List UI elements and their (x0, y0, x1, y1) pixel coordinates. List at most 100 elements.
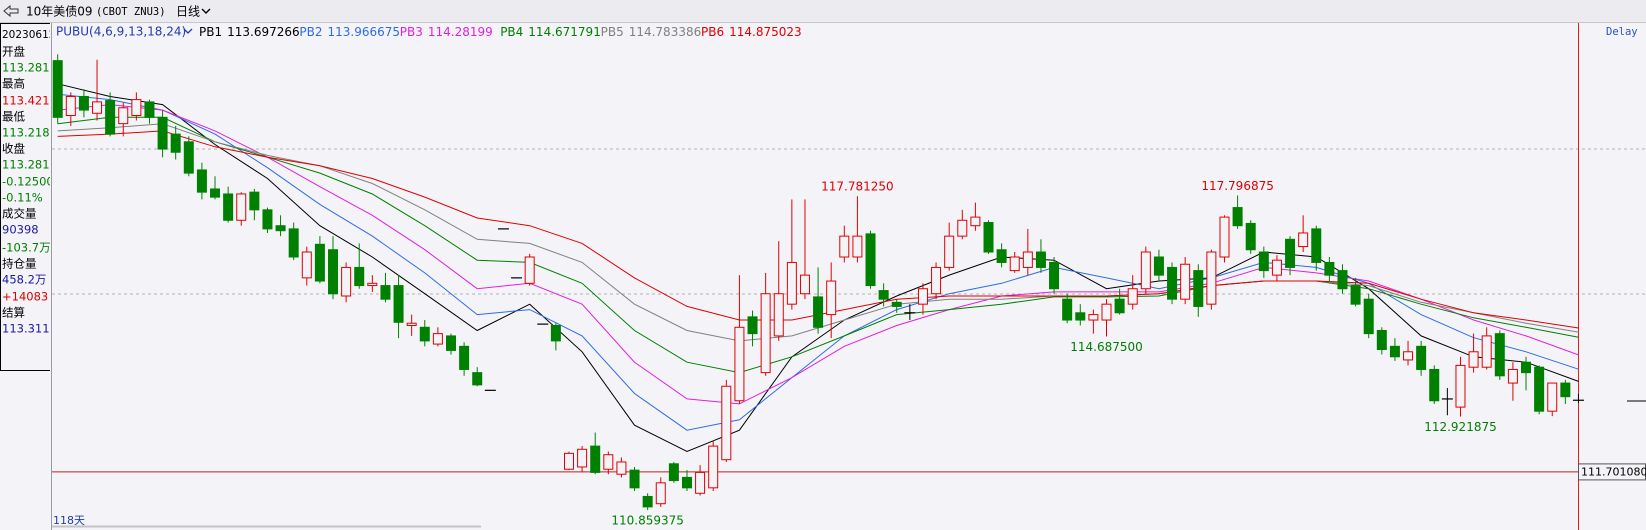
indicator-name[interactable]: PUBU(4,6,9,13,18,24) (56, 25, 186, 39)
candle-body (367, 282, 378, 287)
candle-body (131, 99, 142, 117)
back-icon[interactable] (3, 4, 19, 18)
candle-body (760, 293, 771, 374)
candle-body (1298, 232, 1309, 248)
candle-body (1350, 285, 1361, 305)
candle-body (354, 266, 365, 287)
candle-body (1376, 329, 1387, 351)
candle-body (1337, 270, 1348, 290)
candle-body (262, 209, 273, 230)
legend-value: 114.783386 (629, 25, 702, 39)
candle-body (708, 445, 719, 489)
candle-body (1088, 314, 1099, 321)
candle-body (1022, 251, 1033, 268)
candle-body (223, 193, 234, 221)
candle-body (865, 233, 876, 287)
extreme-label: 117.796875 (1201, 179, 1274, 193)
candle-body (393, 285, 404, 323)
candle-body (1140, 251, 1151, 290)
candle-body (78, 95, 89, 111)
candle-body (1521, 361, 1532, 374)
info-value: +14083 (2, 290, 48, 304)
info-panel-box (0, 23, 50, 371)
candle-body (380, 285, 391, 300)
candle-body (695, 471, 706, 494)
legend-name: PB5 (601, 25, 624, 39)
candle-body (1206, 251, 1217, 305)
candle-body (1507, 368, 1518, 384)
legend-entry: PB3 114.28199 (400, 25, 493, 39)
candle-body (852, 235, 863, 258)
candle-body (799, 274, 810, 295)
info-label: 持仓量 (2, 257, 37, 271)
candle-body (144, 101, 155, 118)
info-label: 最低 (2, 110, 25, 124)
candle-body (1127, 288, 1138, 305)
legend-value: 113.697266 (227, 25, 300, 39)
candle-body (603, 454, 614, 470)
candle-body (550, 324, 561, 342)
candle-body (931, 266, 942, 295)
candle-body (957, 219, 968, 237)
candle-body (524, 256, 535, 284)
legend-name: PB1 (199, 25, 222, 39)
candle-body (210, 188, 221, 198)
info-value: 113.311 (2, 322, 50, 336)
legend-entry: PB5 114.783386 (601, 25, 702, 39)
candle-body (446, 335, 456, 351)
info-label: 成交量 (2, 207, 37, 221)
legend-name: PB4 (500, 25, 523, 39)
candle-body (655, 482, 666, 505)
indicator-dropdown[interactable] (183, 28, 193, 34)
candle-body (616, 461, 627, 475)
legend-value: 114.875023 (729, 25, 802, 39)
extreme-label: 110.859375 (611, 514, 684, 528)
candle-body (681, 476, 692, 489)
legend-name: PB2 (299, 25, 322, 39)
candle-body (629, 469, 640, 489)
legend-value: 114.671791 (528, 25, 601, 39)
info-value: 113.281 (2, 61, 50, 75)
candle-body (747, 316, 758, 335)
candle-body (563, 452, 574, 470)
info-value: 113.281 (2, 158, 50, 172)
candle-body (328, 249, 339, 295)
candle-body (275, 225, 286, 232)
candle-body (183, 141, 194, 174)
candle-body (1324, 261, 1335, 276)
legend-entry: PB1 113.697266 (199, 25, 300, 39)
candle-body (1311, 228, 1322, 263)
candle-body (1049, 261, 1060, 290)
candle-body (786, 261, 797, 305)
candle-body (314, 243, 325, 282)
candle-body (1271, 259, 1282, 276)
period-dropdown[interactable] (201, 8, 211, 14)
candle-body (249, 191, 260, 211)
legend-entry: PB6 114.875023 (701, 25, 802, 39)
info-value: -103.7万 (2, 241, 51, 255)
candle-body (1075, 312, 1086, 321)
legend-value: 113.966675 (328, 25, 401, 39)
candle-body (983, 222, 994, 253)
candle-body (1193, 270, 1204, 307)
candle-body (105, 100, 116, 135)
candle-body (813, 296, 824, 328)
candle-body (1285, 238, 1296, 268)
candle-body (157, 116, 168, 150)
info-panel: 20230612 开盘 113.281 最高 113.421 最低 113.21… (0, 23, 51, 371)
candle-body (118, 107, 129, 125)
period[interactable]: 日线 (176, 5, 200, 19)
candle-body (944, 235, 955, 268)
candle-body (668, 463, 679, 482)
candle-body (52, 60, 63, 118)
candle-body (1389, 345, 1400, 358)
toolbar (0, 0, 1646, 22)
candle-body (341, 266, 352, 297)
candle-body (419, 326, 430, 342)
title: 10年美债09 (26, 5, 93, 19)
extreme-label: 114.687500 (1070, 340, 1143, 354)
candle-body (459, 345, 470, 370)
delay: Delay (1606, 26, 1638, 38)
candle-body (826, 280, 837, 316)
